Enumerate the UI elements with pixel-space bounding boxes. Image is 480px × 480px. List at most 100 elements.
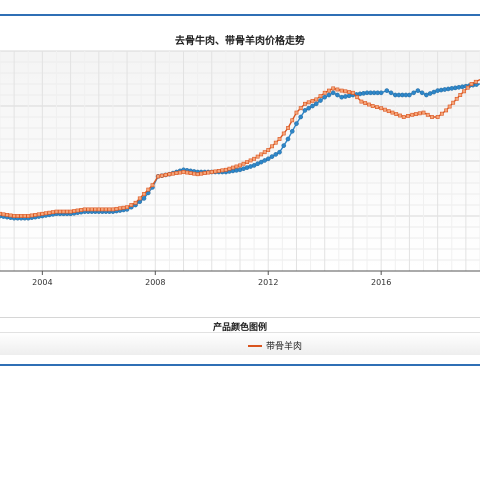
series-point-0 <box>265 156 271 162</box>
series-point-1 <box>370 104 375 108</box>
series-point-1 <box>383 107 387 112</box>
series-point-0 <box>277 149 282 155</box>
series-point-1 <box>26 214 31 218</box>
series-point-1 <box>125 205 129 210</box>
series-point-0 <box>302 108 308 113</box>
series-point-0 <box>326 92 332 98</box>
series-point-1 <box>435 115 440 119</box>
series-point-1 <box>89 207 94 212</box>
series-point-1 <box>8 213 13 218</box>
series-point-0 <box>330 90 336 96</box>
series-point-1 <box>266 148 271 152</box>
series-point-0 <box>306 105 312 111</box>
x-tick-label: 2012 <box>258 278 278 287</box>
series-point-1 <box>33 213 38 217</box>
series-point-1 <box>51 210 55 215</box>
legend-item[interactable]: 带骨羊肉 <box>248 339 302 352</box>
series-point-1 <box>185 170 189 175</box>
series-point-0 <box>384 88 390 93</box>
series-point-0 <box>411 90 416 96</box>
series-point-1 <box>22 214 27 218</box>
series-point-1 <box>347 90 352 94</box>
series-point-1 <box>386 109 391 114</box>
series-point-0 <box>285 136 291 142</box>
series-point-1 <box>462 89 466 94</box>
series-point-1 <box>171 171 175 176</box>
series-point-0 <box>339 94 344 100</box>
series-point-1 <box>262 150 267 155</box>
series-point-1 <box>286 126 290 130</box>
series-point-1 <box>454 96 459 101</box>
series-point-1 <box>220 168 225 173</box>
series-point-1 <box>259 152 264 157</box>
series-point-1 <box>93 207 98 212</box>
series-point-1 <box>178 170 182 175</box>
series-point-0 <box>141 196 147 201</box>
series-point-1 <box>213 169 218 174</box>
series-point-1 <box>111 207 115 212</box>
series-point-0 <box>269 154 275 159</box>
series-point-1 <box>19 214 24 218</box>
series-point-1 <box>318 94 323 99</box>
series-point-1 <box>181 170 186 174</box>
series-point-1 <box>96 207 101 212</box>
series-point-1 <box>273 140 278 145</box>
series-point-1 <box>199 171 204 176</box>
series-point-1 <box>142 192 146 196</box>
series-point-1 <box>121 205 126 210</box>
series-point-1 <box>398 113 402 118</box>
series-point-1 <box>40 211 45 216</box>
series-point-1 <box>192 171 197 176</box>
series-point-1 <box>103 207 108 212</box>
series-point-1 <box>327 88 331 93</box>
series-point-1 <box>390 110 395 115</box>
series-point-0 <box>419 90 425 96</box>
series-point-1 <box>447 104 452 109</box>
series-point-1 <box>216 169 221 173</box>
series-point-1 <box>298 106 303 111</box>
x-tick-label: 2004 <box>32 278 52 287</box>
series-point-1 <box>86 207 91 212</box>
series-point-1 <box>303 101 307 106</box>
series-point-1 <box>54 209 59 214</box>
series-point-0 <box>322 94 328 100</box>
series-point-1 <box>294 110 299 115</box>
series-point-0 <box>318 98 323 103</box>
series-point-1 <box>202 171 207 176</box>
series-point-1 <box>469 82 474 86</box>
series-point-1 <box>47 210 52 215</box>
series-point-0 <box>313 101 319 107</box>
x-axis-ticks: 2004 2008 2012 2016 <box>32 271 391 287</box>
series-point-1 <box>331 86 336 91</box>
series-point-0 <box>388 90 394 96</box>
series-point-1 <box>248 158 253 163</box>
legend-title: 产品颜色图例 <box>212 323 267 333</box>
series-point-1 <box>335 87 340 92</box>
series-point-1 <box>439 111 444 116</box>
series-point-1 <box>252 156 257 161</box>
series-point-0 <box>273 152 279 157</box>
series-point-1 <box>231 165 235 170</box>
series-point-1 <box>163 173 168 177</box>
series-point-1 <box>195 172 200 177</box>
series-point-1 <box>363 101 368 105</box>
x-tick-label: 2016 <box>371 278 391 287</box>
series-point-1 <box>58 209 62 214</box>
series-point-1 <box>425 112 430 117</box>
series-point-1 <box>310 98 315 103</box>
x-tick-label: 2008 <box>145 278 165 287</box>
series-point-1 <box>359 99 364 104</box>
series-point-1 <box>100 207 105 212</box>
series-point-1 <box>351 90 355 95</box>
series-point-1 <box>227 166 232 171</box>
series-point-1 <box>355 95 360 100</box>
series-point-1 <box>444 108 449 113</box>
series-point-1 <box>401 115 406 119</box>
grid-lines <box>0 50 480 271</box>
series-point-1 <box>82 207 87 212</box>
series-point-1 <box>473 79 478 84</box>
series-point-1 <box>79 208 84 212</box>
series-point-1 <box>414 112 418 116</box>
series-point-1 <box>394 112 399 116</box>
series-point-1 <box>0 211 2 216</box>
